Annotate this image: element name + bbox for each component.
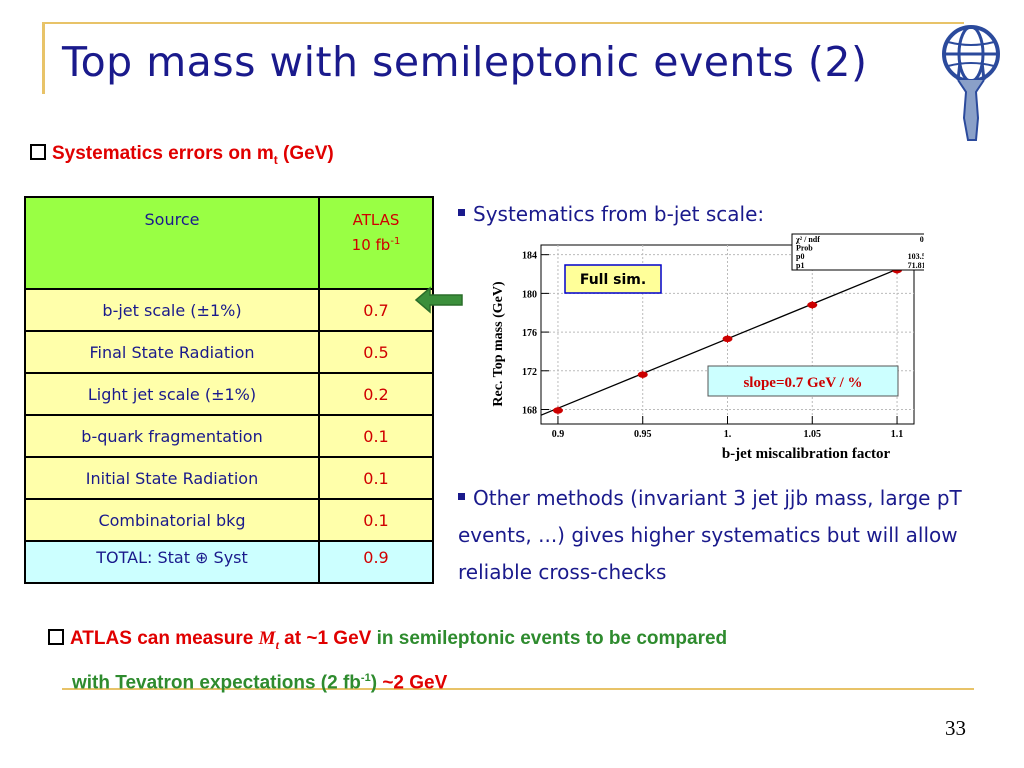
table-header-row: Source ATLAS 10 fb-1: [24, 196, 434, 290]
data-point: [807, 301, 818, 309]
table-row: Final State Radiation 0.5: [24, 330, 434, 374]
table-row: b-quark fragmentation 0.1: [24, 414, 434, 458]
bullet-bjet-scale: Systematics from b-jet scale:: [458, 196, 764, 233]
square-bullet-icon: [458, 209, 465, 216]
row-source: Final State Radiation: [24, 330, 320, 374]
checkbox-bullet-icon: [30, 143, 46, 160]
checkbox-bullet-icon: [48, 628, 64, 645]
row-source: Initial State Radiation: [24, 456, 320, 500]
x-tick-label: 1.05: [804, 429, 822, 440]
data-point: [722, 335, 733, 343]
slope-label: slope=0.7 GeV / %: [743, 375, 862, 391]
row-value: 0.7: [318, 288, 434, 332]
row-value: 0.5: [318, 330, 434, 374]
x-tick-label: 0.95: [634, 429, 652, 440]
fullsim-label: Full sim.: [580, 272, 646, 288]
page-number: 33: [945, 716, 966, 740]
y-tick-label: 176: [522, 328, 537, 339]
x-tick-label: 0.9: [552, 429, 565, 440]
green-arrow-icon: [414, 286, 463, 314]
y-tick-label: 168: [522, 405, 537, 416]
table-row: Light jet scale (±1%) 0.2: [24, 372, 434, 416]
table-total-row: TOTAL: Stat ⊕ Syst 0.9: [24, 540, 434, 584]
stats-box: [791, 233, 924, 271]
bullet-other-methods: Other methods (invariant 3 jet jjb mass,…: [458, 486, 962, 584]
table-row: Initial State Radiation 0.1: [24, 456, 434, 500]
chart-xlabel: b-jet miscalibration factor: [722, 446, 891, 462]
row-value: 0.1: [318, 456, 434, 500]
stats-value: 103.5 ± 4.139: [908, 252, 924, 261]
conclusion: ATLAS can measure Mt at ~1 GeV in semile…: [48, 622, 727, 699]
header-atlas: ATLAS 10 fb-1: [318, 196, 434, 290]
stats-label: p1: [796, 261, 804, 270]
top-divider: [44, 22, 964, 24]
x-tick-label: 1.: [724, 429, 732, 440]
bjet-scale-chart: Rec. Top mass (GeV) b-jet miscalibration…: [491, 233, 924, 462]
title-accent-line: [42, 22, 45, 94]
data-point: [552, 407, 563, 414]
row-source: Combinatorial bkg: [24, 498, 320, 542]
total-source: TOTAL: Stat ⊕ Syst: [24, 540, 320, 584]
row-source: b-quark fragmentation: [24, 414, 320, 458]
data-point: [637, 371, 648, 378]
row-value: 0.1: [318, 498, 434, 542]
table-row: Combinatorial bkg 0.1: [24, 498, 434, 542]
header-source: Source: [24, 196, 320, 290]
stats-value: 0.2283 / 3: [920, 235, 924, 244]
total-value: 0.9: [318, 540, 434, 584]
y-tick-label: 172: [522, 367, 537, 378]
row-value: 0.1: [318, 414, 434, 458]
fullsim-box: [564, 264, 662, 294]
stats-label: χ² / ndf: [795, 235, 820, 244]
bottom-divider: [62, 688, 974, 690]
section-heading: Systematics errors on mt (GeV): [30, 143, 334, 167]
stats-label: p0: [796, 252, 804, 261]
slope-box: [707, 365, 899, 397]
row-source: b-jet scale (±1%): [24, 288, 320, 332]
slide-title: Top mass with semileptonic events (2): [62, 38, 868, 86]
y-tick-label: 184: [522, 251, 537, 262]
row-value: 0.2: [318, 372, 434, 416]
atlas-logo: [942, 25, 1000, 141]
x-tick-label: 1.1: [891, 429, 904, 440]
chart-ylabel: Rec. Top mass (GeV): [491, 281, 506, 407]
stats-value: 71.81 ± 4.155: [908, 261, 924, 270]
row-source: Light jet scale (±1%): [24, 372, 320, 416]
square-bullet-icon: [458, 493, 465, 500]
stats-label: Prob: [796, 244, 813, 253]
table-row: b-jet scale (±1%) 0.7: [24, 288, 434, 332]
systematics-table: Source ATLAS 10 fb-1 b-jet scale (±1%) 0.…: [24, 196, 434, 584]
y-tick-label: 180: [522, 289, 537, 300]
